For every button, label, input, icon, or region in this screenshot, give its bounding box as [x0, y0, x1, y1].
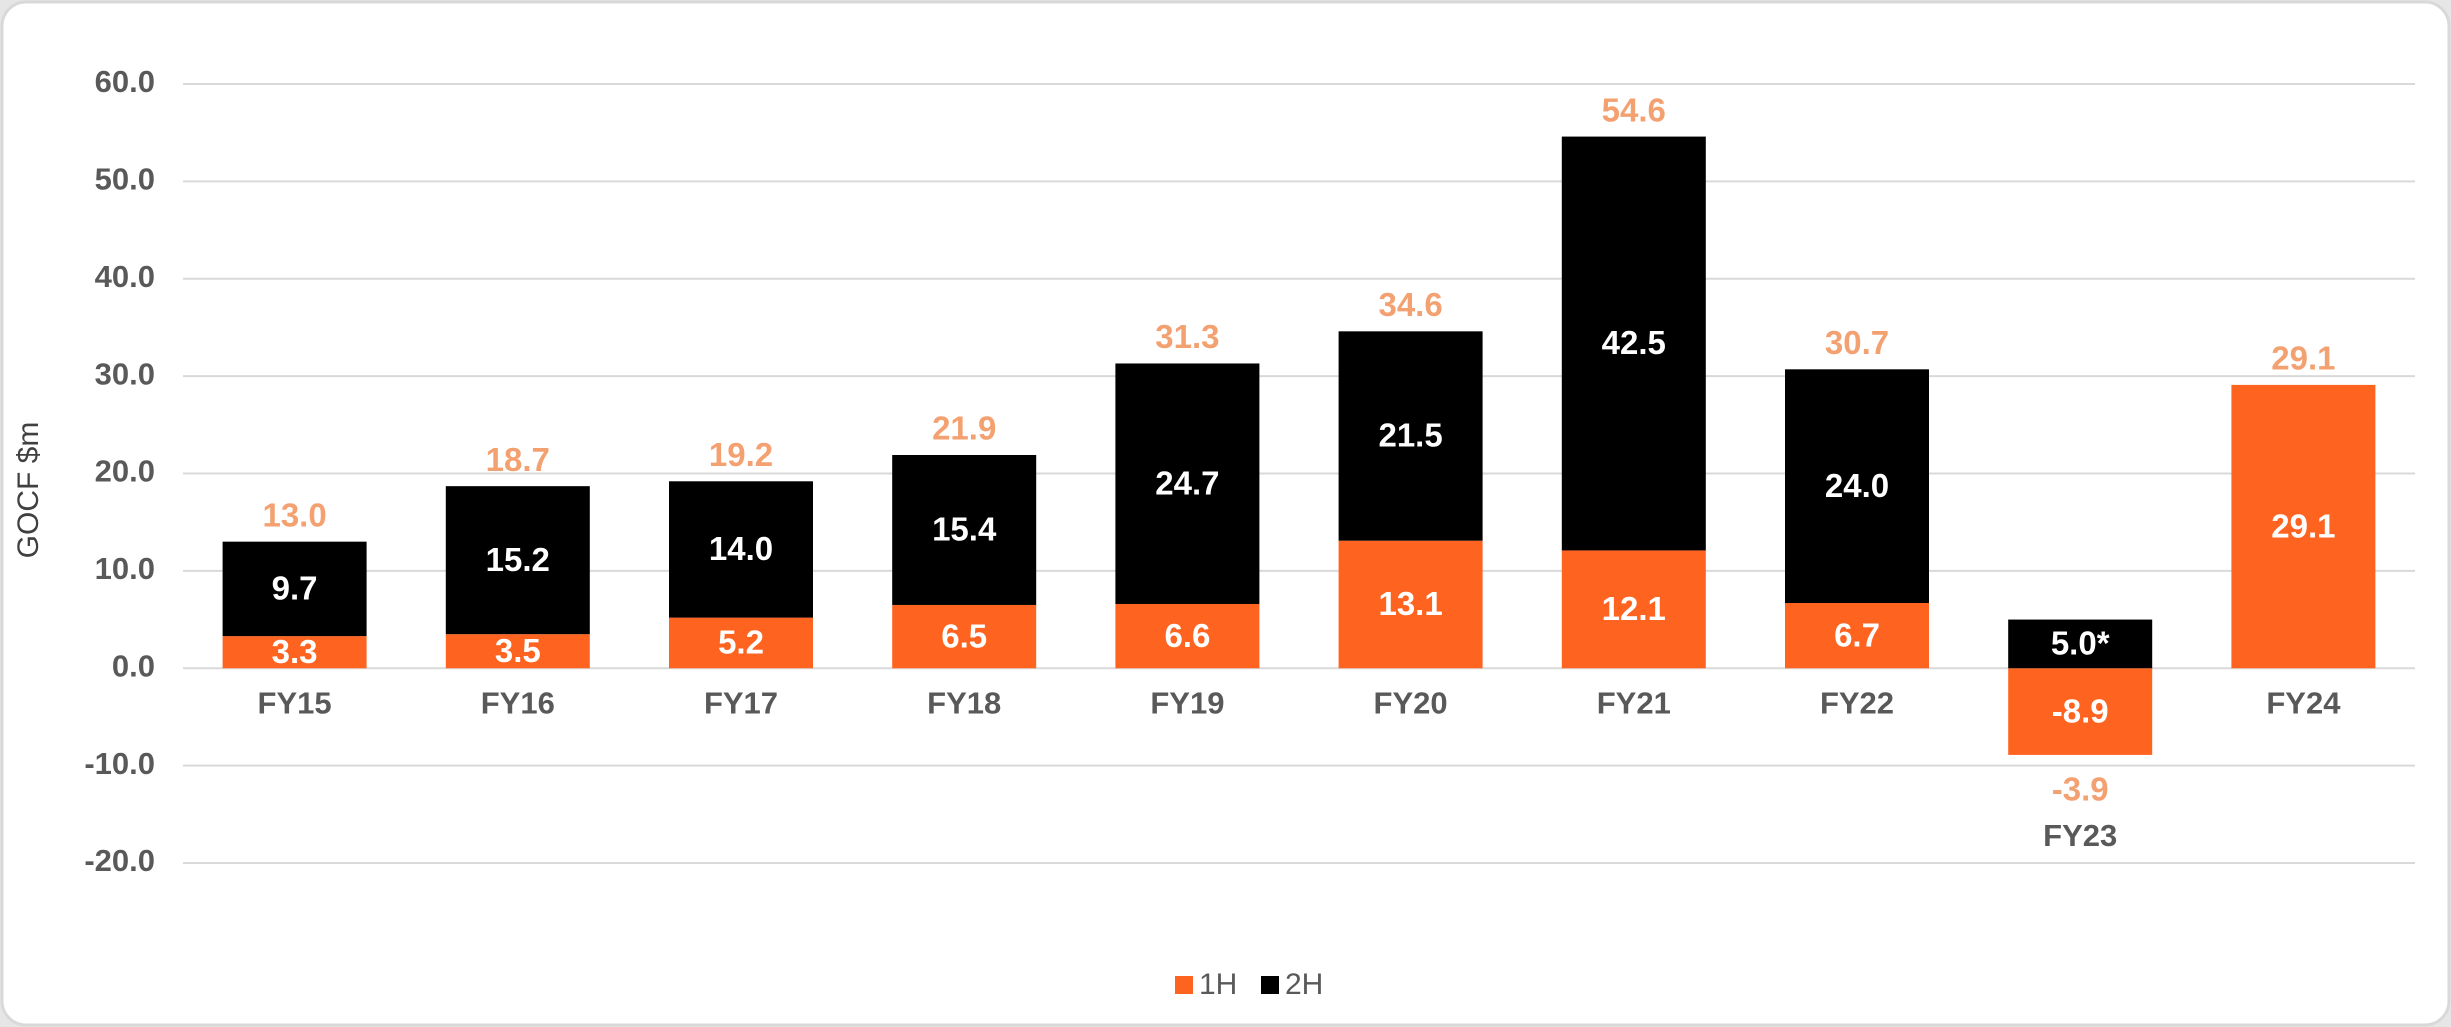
total-label: 29.1 — [2271, 340, 2335, 377]
total-label: 18.7 — [486, 441, 550, 478]
bar-segment — [1115, 603, 1260, 669]
total-label: -3.9 — [2052, 771, 2109, 808]
legend-label: 2H — [1285, 968, 1323, 1001]
x-tick-label: FY17 — [704, 685, 778, 720]
bar-segment — [1338, 540, 1483, 669]
data-label: 6.5 — [941, 617, 987, 654]
bar-segment — [2008, 668, 2153, 755]
data-label: 9.7 — [272, 570, 318, 607]
total-label: 19.2 — [709, 436, 773, 473]
x-tick-label: FY20 — [1374, 685, 1448, 720]
y-tick-label: -20.0 — [84, 843, 155, 878]
x-tick-label: FY23 — [2043, 818, 2117, 853]
y-tick-label: -10.0 — [84, 746, 155, 781]
data-label: 21.5 — [1378, 417, 1442, 454]
bar-segment — [2008, 619, 2153, 669]
data-label: 3.3 — [272, 633, 318, 670]
total-label: 21.9 — [932, 410, 996, 447]
total-label: 31.3 — [1155, 318, 1219, 355]
y-tick-label: 20.0 — [95, 454, 155, 489]
bar-segment — [669, 481, 813, 618]
data-label: 14.0 — [709, 530, 773, 567]
bar-segment — [1561, 550, 1706, 669]
bar-segment — [445, 486, 590, 635]
x-tick-label: FY18 — [927, 685, 1001, 720]
bar-segment — [1561, 136, 1706, 551]
total-label: 30.7 — [1825, 324, 1889, 361]
y-axis-label: GOCF $m — [12, 422, 45, 559]
y-tick-label: 60.0 — [95, 64, 155, 99]
x-tick-label: FY16 — [481, 685, 555, 720]
data-label: 29.1 — [2271, 507, 2335, 544]
legend-label: 1H — [1199, 968, 1237, 1001]
y-tick-label: 30.0 — [95, 356, 155, 391]
x-tick-label: FY21 — [1597, 685, 1671, 720]
data-label: 3.5 — [495, 632, 541, 669]
data-label: 15.4 — [932, 511, 997, 548]
total-label: 34.6 — [1378, 286, 1442, 323]
bar-segment — [445, 634, 590, 669]
bar-segment — [222, 636, 367, 669]
data-label: -8.9 — [2052, 692, 2109, 729]
data-label: 42.5 — [1602, 324, 1666, 361]
x-tick-label: FY19 — [1150, 685, 1224, 720]
bar-segment — [1115, 363, 1260, 604]
legend-swatch — [1175, 976, 1193, 994]
data-label: 6.6 — [1164, 617, 1210, 654]
data-label: 24.0 — [1825, 467, 1889, 504]
total-label: 54.6 — [1602, 91, 1666, 128]
bar-segment — [892, 604, 1037, 669]
legend-swatch — [1261, 976, 1279, 994]
y-tick-label: 40.0 — [95, 259, 155, 294]
data-label: 5.2 — [718, 624, 764, 661]
y-tick-label: 50.0 — [95, 162, 155, 197]
bar-segment — [222, 541, 367, 637]
x-tick-label: FY22 — [1820, 685, 1894, 720]
data-label: 15.2 — [486, 541, 550, 578]
data-label: 6.7 — [1834, 616, 1880, 653]
data-label: 5.0* — [2051, 625, 2110, 662]
bar-segment — [1338, 331, 1483, 541]
data-label: 24.7 — [1155, 464, 1219, 501]
bar-segment — [1785, 603, 1929, 669]
x-tick-label: FY15 — [258, 685, 332, 720]
bar-segment — [2231, 384, 2376, 669]
bar-segment — [1785, 369, 1929, 604]
bar-segment — [669, 617, 813, 669]
y-tick-label: 0.0 — [112, 648, 155, 683]
y-tick-label: 10.0 — [95, 551, 155, 586]
bar-segment — [892, 454, 1037, 605]
x-tick-label: FY24 — [2266, 685, 2341, 720]
data-label: 12.1 — [1602, 590, 1666, 627]
total-label: 13.0 — [262, 496, 326, 533]
data-label: 13.1 — [1378, 585, 1442, 622]
